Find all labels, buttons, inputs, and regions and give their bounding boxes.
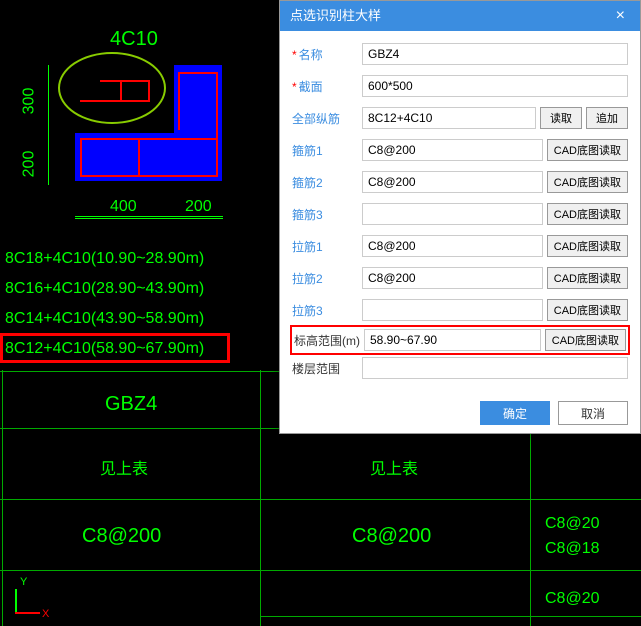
- row2-c1: C8@200: [352, 525, 431, 548]
- input-tie1[interactable]: [362, 235, 543, 257]
- ok-button[interactable]: 确定: [480, 401, 550, 425]
- cad-read-tie1[interactable]: CAD底图读取: [547, 235, 628, 257]
- rebar-row-0: 8C18+4C10(10.90~28.90m): [5, 250, 204, 268]
- label-floor: 楼层范围: [292, 360, 362, 377]
- cancel-button[interactable]: 取消: [558, 401, 628, 425]
- input-hoop3[interactable]: [362, 203, 543, 225]
- rebar-row-1: 8C16+4C10(28.90~43.90m): [5, 280, 204, 298]
- axis-x: [15, 612, 40, 614]
- cad-read-tie2[interactable]: CAD底图读取: [547, 267, 628, 289]
- input-tie3[interactable]: [362, 299, 543, 321]
- column-shape: [60, 30, 260, 220]
- input-section[interactable]: [362, 75, 628, 97]
- right-col-2: C8@20: [545, 590, 600, 608]
- right-col-1: C8@18: [545, 540, 600, 558]
- cad-read-tie3[interactable]: CAD底图读取: [547, 299, 628, 321]
- label-elev: 标高范围(m): [294, 332, 364, 349]
- row1-c1: 见上表: [370, 455, 418, 479]
- highlight-ellipse: [58, 52, 166, 124]
- label-tie1: 拉筋1: [292, 238, 362, 255]
- input-elev[interactable]: [364, 329, 541, 351]
- cad-read-hoop2[interactable]: CAD底图读取: [547, 171, 628, 193]
- label-tie2: 拉筋2: [292, 270, 362, 287]
- input-hoop1[interactable]: [362, 139, 543, 161]
- dim-400: 400: [110, 198, 137, 216]
- append-button[interactable]: 追加: [586, 107, 628, 129]
- input-allbar[interactable]: [362, 107, 536, 129]
- cad-read-hoop1[interactable]: CAD底图读取: [547, 139, 628, 161]
- input-hoop2[interactable]: [362, 171, 543, 193]
- cad-read-hoop3[interactable]: CAD底图读取: [547, 203, 628, 225]
- col-header-0: GBZ4: [105, 393, 157, 416]
- rebar-highlight-box: [0, 333, 230, 363]
- dialog-titlebar[interactable]: 点选识别柱大样 ×: [280, 1, 640, 31]
- dim-300: 300: [20, 88, 38, 115]
- dim-200h: 200: [185, 198, 212, 216]
- dim-200v: 200: [20, 151, 38, 178]
- label-allbar: 全部纵筋: [292, 110, 362, 127]
- row1-c0: 见上表: [100, 455, 148, 479]
- input-floor[interactable]: [362, 357, 628, 379]
- label-hoop3: 箍筋3: [292, 206, 362, 223]
- right-col-0: C8@20: [545, 515, 600, 533]
- label-tie3: 拉筋3: [292, 302, 362, 319]
- rebar-row-2: 8C14+4C10(43.90~58.90m): [5, 310, 204, 328]
- column-dialog: 点选识别柱大样 × 名称 截面 全部纵筋 读取 追加 箍筋1 CAD底图读取 箍…: [279, 0, 641, 434]
- row2-c0: C8@200: [82, 525, 161, 548]
- axis-y-label: Y: [20, 576, 27, 588]
- axis-x-label: X: [42, 608, 49, 620]
- close-icon[interactable]: ×: [611, 1, 630, 31]
- label-hoop1: 箍筋1: [292, 142, 362, 159]
- label-hoop2: 箍筋2: [292, 174, 362, 191]
- cad-read-elev[interactable]: CAD底图读取: [545, 329, 626, 351]
- elevation-row-highlight: 标高范围(m) CAD底图读取: [290, 325, 630, 355]
- dialog-title-text: 点选识别柱大样: [290, 1, 381, 31]
- input-tie2[interactable]: [362, 267, 543, 289]
- label-section: 截面: [292, 78, 362, 95]
- label-name: 名称: [292, 46, 362, 63]
- read-button[interactable]: 读取: [540, 107, 582, 129]
- input-name[interactable]: [362, 43, 628, 65]
- axis-y: [15, 589, 17, 614]
